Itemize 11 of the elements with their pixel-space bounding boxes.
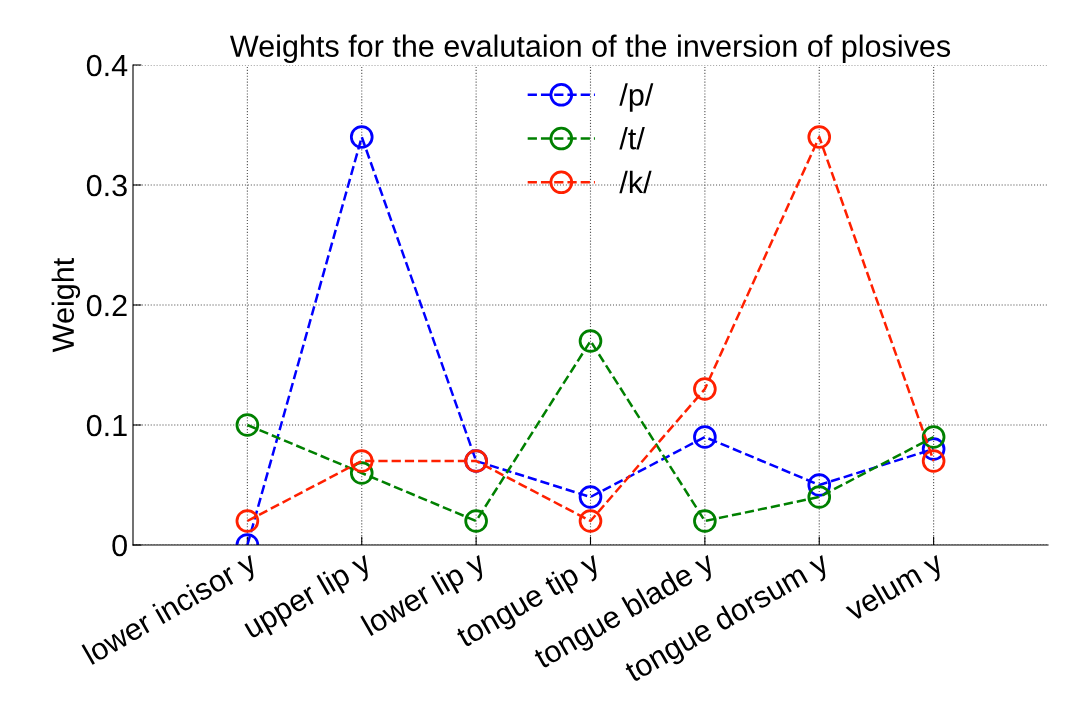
y-axis-title: Weight [51,257,81,353]
legend-label: /t/ [619,127,645,150]
y-tick-label: 0.1 [86,414,127,437]
y-tick-label: 0 [112,534,127,557]
x-tick-label: velum y [842,549,948,628]
y-tick-label: 0.4 [86,54,128,77]
legend-label: /p/ [619,83,654,112]
chart-title: Weights for the evalutaion of the inversion of plosives [230,34,951,64]
y-tick-label: 0.3 [86,174,127,197]
legend-label: /k/ [619,170,652,194]
y-tick-label: 0.2 [86,294,127,317]
